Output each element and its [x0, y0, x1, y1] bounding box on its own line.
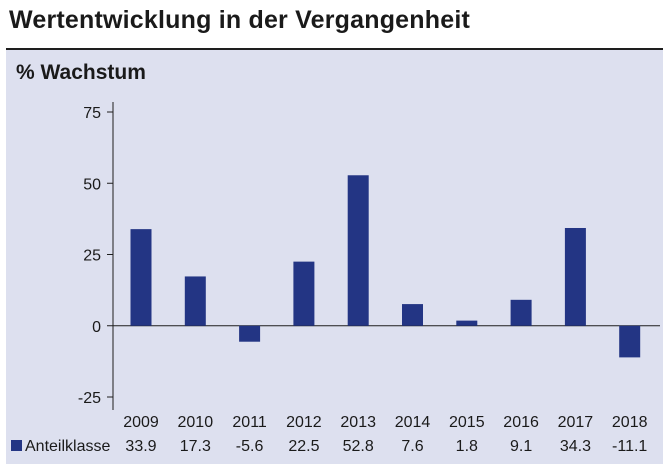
bar-2015 — [456, 320, 478, 326]
bar-2018 — [619, 325, 641, 358]
data-label-2015: 1.8 — [456, 438, 478, 455]
data-label-2012: 22.5 — [288, 438, 319, 455]
data-label-2009: 33.9 — [125, 438, 156, 455]
x-tick-label-2018: 2018 — [612, 414, 648, 431]
data-label-2013: 52.8 — [343, 438, 374, 455]
y-tick-label: -25 — [78, 390, 101, 407]
y-tick-label: 25 — [83, 248, 101, 265]
bar-2010 — [184, 276, 206, 326]
x-tick-label-2014: 2014 — [395, 414, 431, 431]
data-label-2011: -5.6 — [236, 438, 264, 455]
x-tick-label-2011: 2011 — [232, 414, 267, 431]
y-axis-label: % Wachstum — [16, 61, 146, 84]
legend-label: Anteilklasse — [25, 438, 110, 455]
legend-swatch — [11, 440, 22, 451]
data-label-2016: 9.1 — [510, 438, 532, 455]
bar-2014 — [402, 304, 423, 326]
x-tick-label-2012: 2012 — [286, 414, 322, 431]
x-tick-label-2016: 2016 — [503, 414, 539, 431]
bar-2016 — [510, 299, 532, 326]
page-title: Wertentwicklung in der Vergangenheit — [9, 6, 470, 34]
bar-2012 — [293, 261, 315, 326]
chart-panel — [6, 48, 663, 464]
x-tick-label-2013: 2013 — [340, 414, 376, 431]
bar-2009 — [130, 229, 152, 326]
y-tick-label: 0 — [92, 319, 101, 336]
x-tick-label-2009: 2009 — [123, 414, 159, 431]
x-tick-label-2017: 2017 — [558, 414, 594, 431]
bar-2017 — [564, 227, 586, 326]
data-label-2017: 34.3 — [560, 438, 591, 455]
data-label-2010: 17.3 — [180, 438, 211, 455]
data-label-2018: -11.1 — [612, 438, 647, 455]
bar-2013 — [347, 175, 369, 326]
x-tick-label-2010: 2010 — [178, 414, 214, 431]
y-tick-label: 75 — [83, 105, 101, 122]
data-label-2014: 7.6 — [401, 438, 423, 455]
x-tick-label-2015: 2015 — [449, 414, 485, 431]
bar-2011 — [239, 325, 261, 342]
y-tick-label: 50 — [83, 176, 101, 193]
